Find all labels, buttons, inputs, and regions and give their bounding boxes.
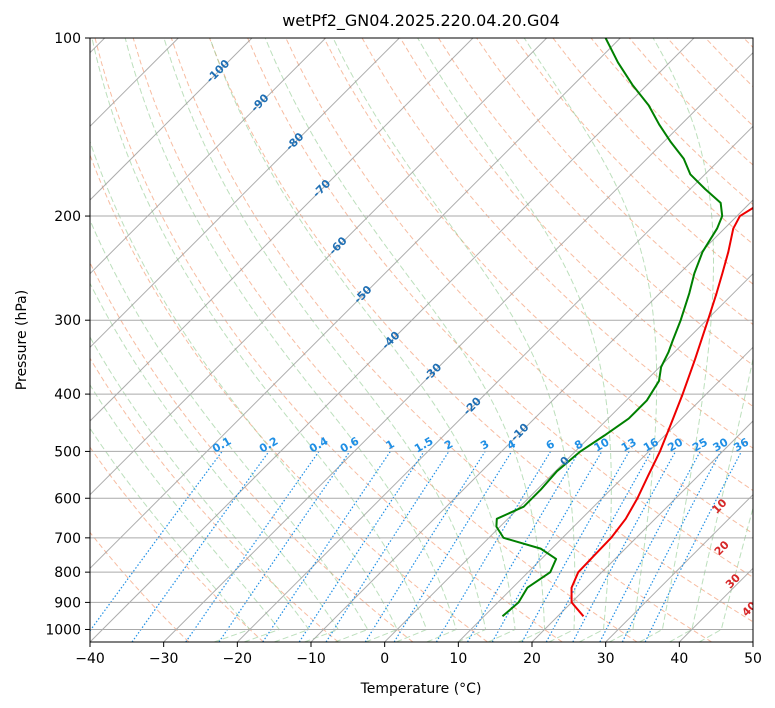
- dry-adiabat-line: [132, 38, 638, 642]
- y-axis-label: Pressure (hPa): [14, 290, 30, 390]
- x-tick-label: 30: [597, 651, 615, 667]
- x-tick-label: −10: [296, 651, 326, 667]
- isotherm-line: [90, 38, 253, 201]
- dry-adiabat-line: [90, 357, 339, 642]
- moist-adiabat-line: [90, 383, 281, 642]
- y-tick-label: 800: [54, 565, 81, 581]
- mixing-ratio-line: [599, 451, 701, 642]
- isotherm-line: [90, 38, 327, 275]
- x-tick-label: 50: [744, 651, 762, 667]
- x-tick-label: −40: [75, 651, 105, 667]
- moist-adiabat-line: [417, 38, 612, 642]
- moist-adiabat-line: [332, 38, 576, 642]
- pressure-gridlines: [90, 38, 753, 630]
- moist-adiabat-line: [698, 506, 753, 642]
- mixing-ratio-line: [298, 451, 425, 642]
- x-axis-label: Temperature (°C): [360, 681, 482, 697]
- y-tick-label: 200: [54, 209, 81, 225]
- plot-area: -100-90-80-70-60-50-40-30-20-100 0.1 0.2 0…: [90, 38, 753, 642]
- mixing-ratio-line: [393, 451, 513, 642]
- mixing-ratio-line: [621, 451, 722, 642]
- y-tick-label: 600: [54, 491, 81, 507]
- moist-adiabat-line: [523, 38, 658, 642]
- isotherm-line: [605, 493, 753, 642]
- dry-adiabat-line: [323, 38, 753, 492]
- mixing-ratio-line: [325, 451, 450, 642]
- mixing-ratio-line: [545, 451, 652, 642]
- moist-adiabat-line: [91, 38, 428, 642]
- dry-adiabats: [90, 38, 753, 642]
- y-tick-label: 1000: [45, 622, 81, 638]
- moist-adiabat-line: [264, 38, 546, 642]
- dry-adiabat-line: [247, 38, 753, 578]
- dewpoint-profile: [495, 38, 724, 618]
- y-tick-label: 900: [54, 595, 81, 611]
- dry-adiabat-line: [514, 38, 753, 285]
- y-tick-label: 700: [54, 531, 81, 547]
- x-tick-label: −20: [223, 651, 253, 667]
- isotherm-line: [90, 38, 474, 422]
- y-tick-label: 100: [54, 31, 81, 47]
- mixing-ratio-line: [131, 451, 270, 642]
- dry-adiabat-line: [399, 38, 753, 408]
- moist-adiabats: [90, 38, 753, 642]
- x-tick-label: 20: [523, 651, 541, 667]
- moist-adiabat-line: [90, 282, 340, 642]
- moist-adiabat-line: [90, 427, 251, 642]
- moist-adiabat-line: [90, 140, 398, 642]
- dry-adiabat-line: [90, 531, 190, 642]
- dry-adiabat-line: [209, 38, 753, 623]
- dry-adiabat-line: [94, 38, 563, 642]
- isotherm-line: [236, 125, 753, 642]
- y-tick-label: 400: [54, 387, 81, 403]
- plot-frame: [89, 37, 754, 643]
- isotherm-line: [163, 51, 753, 642]
- mixing-ratio-line: [262, 451, 391, 642]
- mixing-ratio-line: [90, 451, 223, 632]
- isotherm-line: [90, 38, 621, 570]
- dry-adiabat-line: [170, 38, 712, 642]
- isotherms: [90, 38, 753, 642]
- moist-adiabat-line: [90, 336, 310, 642]
- sounding-series: [495, 38, 753, 618]
- x-tick-label: 10: [449, 651, 467, 667]
- mixing-ratio-line: [644, 451, 743, 642]
- x-axis-ticks: −40 −30 −20 −10 0 10 20 30 40 50: [75, 642, 762, 667]
- isotherm-line: [384, 272, 753, 642]
- mixing-ratio-line: [521, 451, 630, 642]
- isotherm-line: [90, 38, 548, 496]
- chart-title: wetPf2_GN04.2025.220.04.20.G04: [282, 11, 560, 31]
- dry-adiabat-line: [90, 446, 264, 642]
- mixing-ratio-line: [572, 451, 677, 642]
- isotherm-line: [90, 38, 400, 349]
- moist-adiabat-line: [124, 38, 457, 642]
- isotherm-line: [90, 38, 695, 642]
- dry-adiabat-line: [438, 38, 753, 366]
- moist-adiabat-line: [163, 38, 487, 642]
- isotherm-line: [457, 346, 753, 642]
- isotherm-line: [531, 420, 753, 642]
- moist-adiabat-line: [90, 218, 369, 642]
- isotherm-line: [310, 199, 753, 642]
- y-tick-label: 500: [54, 444, 81, 460]
- moist-adiabat-line: [669, 356, 753, 642]
- mixing-ratio-line: [185, 451, 320, 642]
- x-tick-label: 0: [380, 651, 389, 667]
- y-axis-ticks: 100 200 300 400 500 600 700 800 900 1000: [45, 31, 90, 638]
- moist-adiabat-line: [639, 38, 715, 642]
- x-tick-label: 40: [670, 651, 688, 667]
- moist-adiabat-line: [209, 38, 516, 642]
- mixing-ratio-lines: [90, 451, 743, 642]
- y-tick-label: 300: [54, 313, 81, 329]
- temperature-profile: [570, 206, 753, 617]
- dry-adiabat-line: [90, 153, 488, 642]
- mixing-ratio-line: [364, 451, 486, 642]
- x-tick-label: −30: [149, 651, 179, 667]
- mixing-ratio-line: [218, 451, 351, 642]
